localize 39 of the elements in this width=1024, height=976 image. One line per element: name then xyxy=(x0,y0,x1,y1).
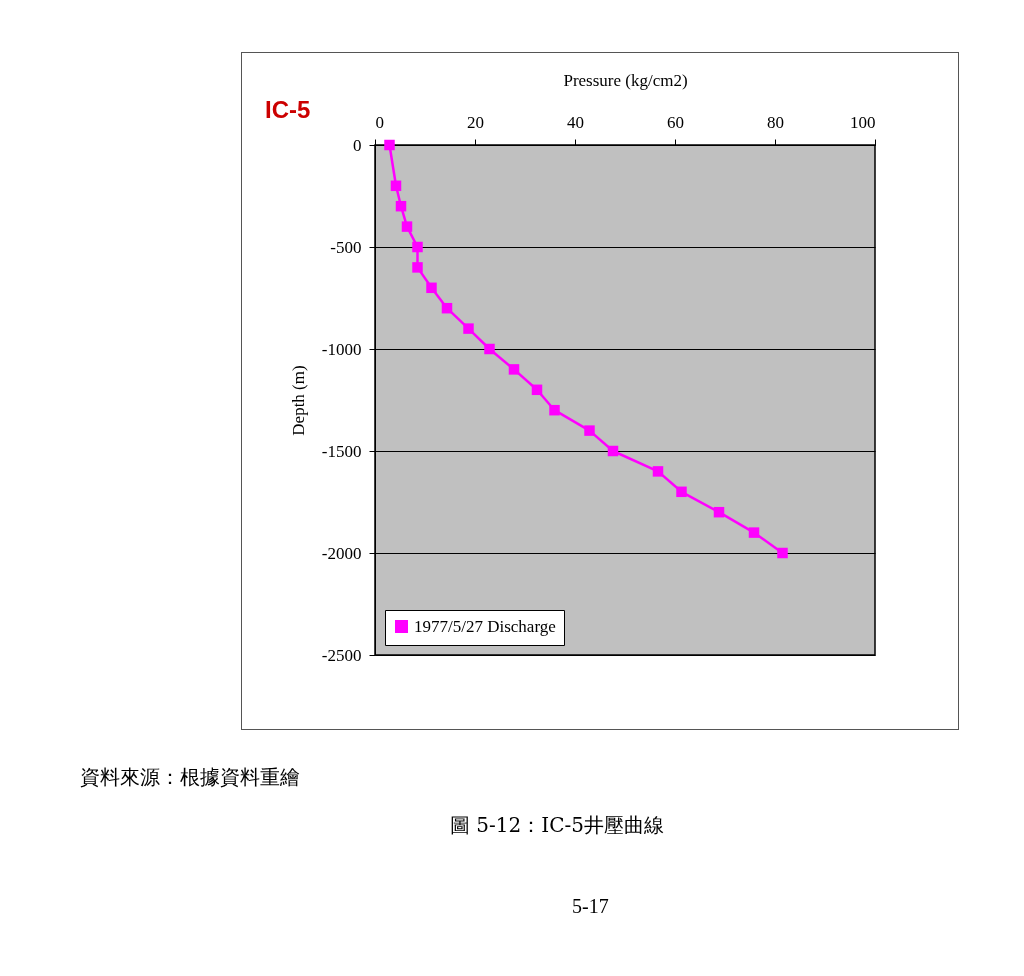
y-tick-label: -1500 xyxy=(321,441,362,461)
x-tick-label: 40 xyxy=(567,112,584,132)
y-tick-label: -2000 xyxy=(321,543,362,563)
point xyxy=(426,282,437,294)
point xyxy=(607,445,619,457)
point xyxy=(412,262,423,273)
point xyxy=(531,384,543,396)
point xyxy=(676,486,687,498)
point xyxy=(549,404,560,416)
point xyxy=(652,466,664,477)
y-tick-label: 0 xyxy=(353,135,362,155)
point xyxy=(463,323,474,334)
point xyxy=(748,527,760,538)
point xyxy=(395,200,407,212)
y-tick-label: -500 xyxy=(330,237,362,257)
point xyxy=(484,343,495,355)
source-note: 資料來源：根據資料重繪 xyxy=(80,764,300,791)
point xyxy=(384,139,395,151)
x-tick-label: 20 xyxy=(467,112,484,132)
x-tick-label: 60 xyxy=(667,112,684,132)
y-axis-title: Depth (m) xyxy=(288,365,308,436)
y-tick-label: -1000 xyxy=(321,339,362,359)
point xyxy=(713,506,725,518)
point xyxy=(584,425,595,436)
text: 5-17 xyxy=(572,895,609,918)
x-axis-title: Pressure (kg/cm2) xyxy=(563,70,688,90)
y-tick-label: -2500 xyxy=(321,645,362,665)
point xyxy=(390,180,402,192)
point xyxy=(441,302,453,314)
legend-label: 1977/5/27 Discharge xyxy=(414,616,556,636)
caption: 圖 5-12：IC-5井壓曲線 xyxy=(450,812,664,839)
chart-title: IC-5 xyxy=(265,96,311,123)
x-tick-label: 80 xyxy=(767,112,784,132)
point xyxy=(777,547,788,559)
x-tick-label: 100 xyxy=(850,112,876,132)
point xyxy=(401,221,413,232)
point xyxy=(412,241,423,253)
point xyxy=(508,364,520,375)
x-tick-label: 0 xyxy=(375,112,384,132)
